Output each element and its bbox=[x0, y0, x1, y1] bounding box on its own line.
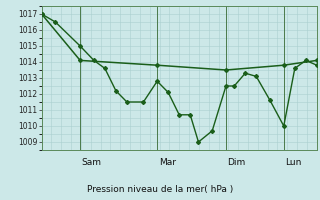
Text: Pression niveau de la mer( hPa ): Pression niveau de la mer( hPa ) bbox=[87, 185, 233, 194]
Text: Lun: Lun bbox=[285, 158, 302, 167]
Text: Dim: Dim bbox=[228, 158, 246, 167]
Text: Sam: Sam bbox=[82, 158, 102, 167]
Text: Mar: Mar bbox=[159, 158, 176, 167]
